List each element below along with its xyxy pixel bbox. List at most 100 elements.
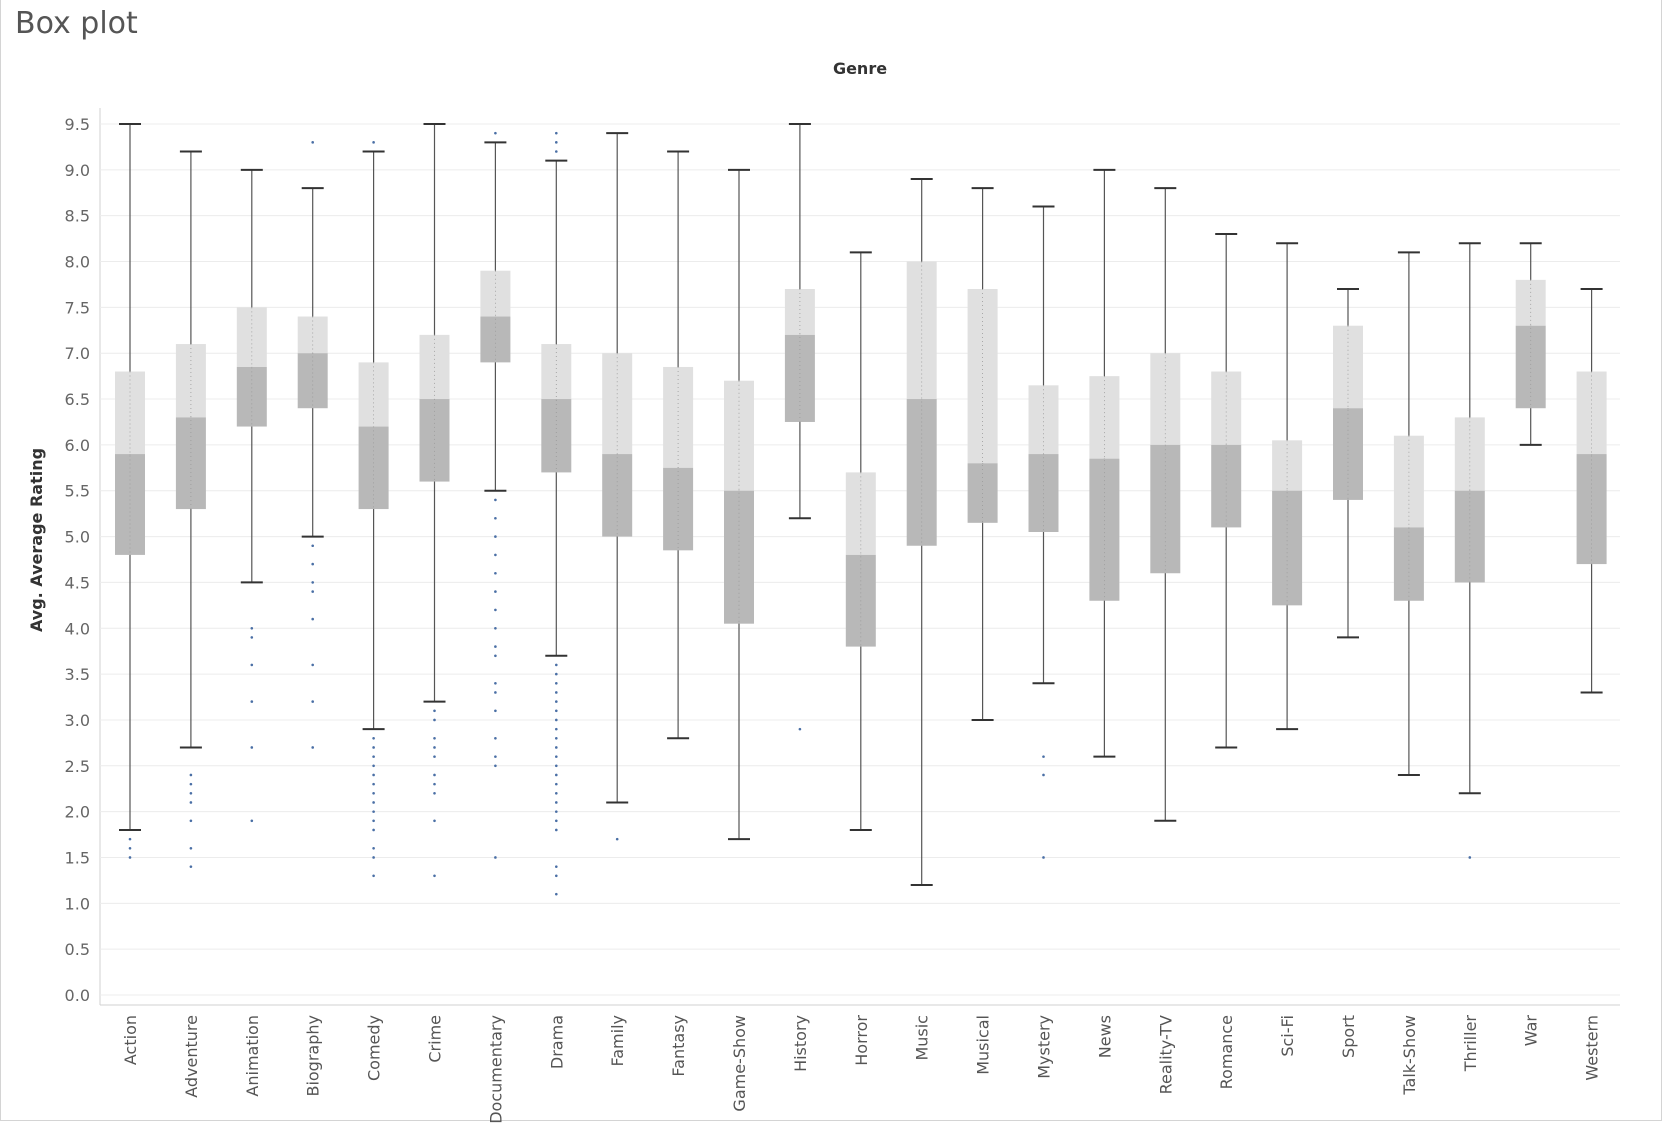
chart-title: Box plot (15, 6, 138, 41)
outlier-point (494, 709, 497, 713)
outlier-point (494, 764, 497, 768)
x-tick-label: Mystery (1035, 1015, 1054, 1079)
y-axis-ticks: 0.0 0.5 1.0 1.5 2.0 2.5 3.0 3.5 4.0 4.5 5.0 5.5 6.0 6… (65, 115, 90, 1005)
x-tick-label: Horror (852, 1015, 871, 1066)
outlier-point (494, 681, 497, 685)
outlier-point (189, 773, 193, 777)
outlier-point (372, 764, 375, 768)
outlier-point (1042, 856, 1045, 859)
box-comedy (358, 141, 389, 878)
outlier-point (494, 535, 497, 538)
outlier-point (494, 131, 497, 135)
upper-box (1028, 385, 1059, 455)
box-family (602, 132, 633, 841)
outlier-point (372, 874, 375, 878)
outlier-point (128, 837, 132, 841)
outlier-point (555, 773, 558, 777)
x-tick-label: Sci-Fi (1278, 1015, 1297, 1057)
x-tick-label: Music (913, 1015, 932, 1061)
lower-box (1211, 444, 1242, 528)
outlier-point (433, 718, 436, 722)
outlier-point (250, 746, 254, 749)
outlier-point (494, 645, 497, 648)
outlier-point (433, 709, 436, 713)
outlier-point (494, 736, 497, 740)
box-action (115, 123, 145, 859)
box-biography (297, 141, 328, 749)
y-tick-label: 7.0 (65, 344, 90, 363)
outlier-point (372, 773, 375, 777)
outlier-point (555, 672, 558, 676)
box-documentary (480, 131, 511, 859)
outlier-point (189, 819, 193, 823)
outlier-point (372, 810, 375, 813)
x-tick-label: Adventure (182, 1015, 201, 1098)
outlier-point (615, 837, 619, 841)
outlier-point (372, 819, 375, 823)
outlier-point (372, 791, 375, 795)
lower-box (1150, 444, 1181, 574)
outlier-point (433, 874, 436, 878)
y-tick-label: 4.5 (65, 573, 90, 592)
outlier-point (372, 141, 375, 144)
upper-box (663, 366, 694, 468)
upper-box (236, 307, 267, 367)
outlier-point (555, 736, 558, 740)
lower-box (175, 417, 206, 510)
x-tick-label: Drama (547, 1015, 566, 1069)
y-tick-label: 2.0 (65, 803, 90, 822)
y-tick-label: 9.5 (65, 115, 90, 134)
upper-box (967, 289, 998, 464)
outlier-point (798, 727, 802, 731)
outlier-point (189, 847, 193, 850)
y-tick-label: 6.5 (65, 390, 90, 409)
outlier-point (555, 801, 558, 804)
x-tick-label: Romance (1217, 1015, 1236, 1089)
box-music (906, 178, 937, 886)
lower-box (1272, 490, 1303, 606)
outlier-point (250, 700, 254, 703)
box-drama (541, 131, 572, 896)
outlier-point (311, 590, 315, 593)
outlier-point (372, 856, 375, 859)
outlier-point (372, 801, 375, 804)
outlier-point (250, 819, 254, 823)
x-tick-label: Animation (243, 1015, 262, 1097)
outlier-point (555, 663, 558, 667)
x-tick-label: Thriller (1461, 1015, 1480, 1073)
lower-box (1454, 490, 1485, 583)
y-tick-label: 0.5 (65, 940, 90, 959)
box-sport (1333, 288, 1363, 639)
box-animation (236, 168, 267, 823)
x-tick-label: Action (121, 1015, 140, 1065)
outlier-point (555, 828, 558, 832)
y-tick-label: 5.5 (65, 482, 90, 501)
upper-box (1515, 279, 1546, 326)
y-tick-label: 1.0 (65, 894, 90, 913)
box-horror (845, 251, 876, 831)
outlier-point (433, 773, 436, 777)
upper-box (1272, 440, 1303, 491)
lower-box (906, 399, 937, 546)
outlier-point (189, 801, 193, 804)
outlier-point (311, 746, 315, 749)
box-history (784, 123, 815, 731)
upper-box (724, 380, 754, 491)
x-tick-label: Sport (1339, 1015, 1358, 1058)
outlier-point (189, 791, 193, 795)
outlier-point (433, 755, 436, 758)
outlier-point (189, 782, 193, 786)
upper-box (480, 270, 511, 317)
x-tick-label: Western (1583, 1015, 1602, 1081)
box-reality-tv (1150, 187, 1181, 822)
y-tick-label: 4.0 (65, 619, 90, 638)
y-tick-label: 5.0 (65, 528, 90, 547)
x-tick-label: History (791, 1015, 810, 1072)
y-tick-label: 8.5 (65, 207, 90, 226)
x-tick-label: Talk-Show (1400, 1015, 1419, 1096)
outlier-point (555, 819, 558, 823)
outlier-point (555, 718, 558, 722)
outlier-point (494, 553, 497, 557)
outlier-point (1042, 773, 1045, 777)
outlier-point (250, 626, 254, 630)
